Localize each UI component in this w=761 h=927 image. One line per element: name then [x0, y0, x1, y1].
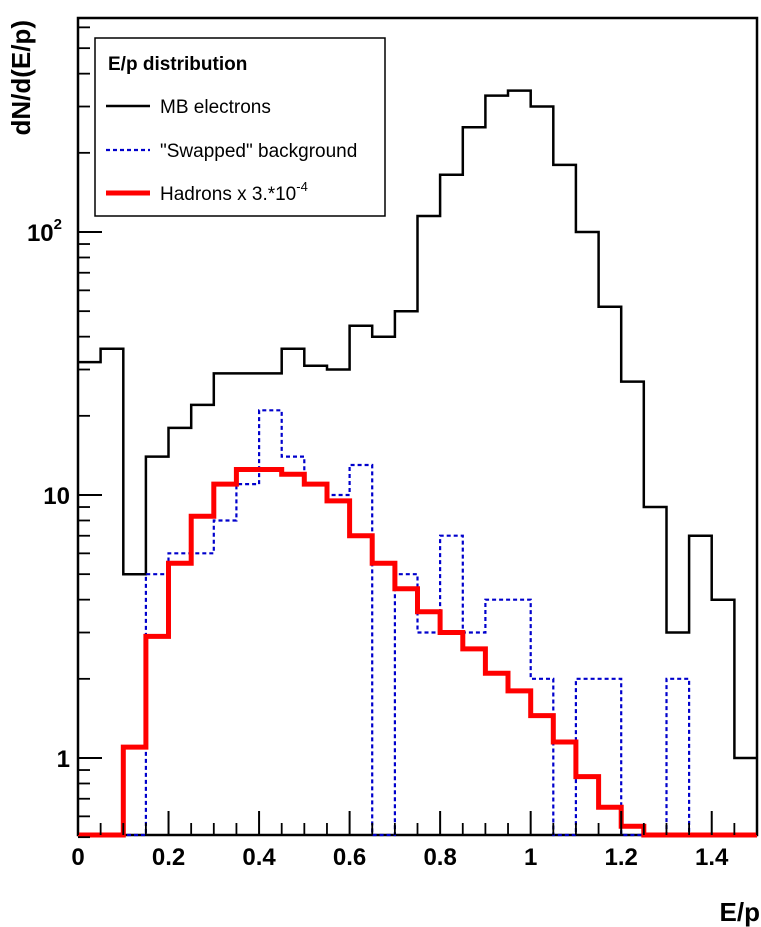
series-hadrons-x-3-10 [78, 467, 757, 838]
legend-entry-label: "Swapped" background [160, 141, 357, 162]
legend-label-exponent: -4 [296, 179, 308, 194]
legend-entry-label: MB electrons [160, 97, 271, 118]
x-tick-label: 0.6 [333, 844, 366, 871]
legend: E/p distribution MB electrons "Swapped" ba… [94, 37, 386, 217]
x-tick-label: 0 [71, 844, 84, 871]
legend-box [94, 37, 386, 217]
legend-title: E/p distribution [108, 54, 247, 75]
x-tick-label: 1 [524, 844, 537, 871]
x-axis-label: E/p [720, 897, 760, 927]
series-layer [78, 89, 757, 838]
series-mb-electrons [78, 89, 757, 760]
x-tick-label: 0.8 [423, 844, 456, 871]
axes-layer: 0 0.2 0.4 0.6 0.8 1 1.2 1.4 1 10 102 [27, 26, 758, 871]
x-tick-label: 1.4 [695, 844, 729, 871]
x-tick-label: 1.2 [605, 844, 638, 871]
series-swapped-background [78, 409, 757, 837]
x-tick-label: 0.2 [152, 844, 185, 871]
y-tick-label: 102 [27, 216, 62, 247]
y-tick-label: 1 [57, 746, 70, 773]
y-tick-label: 10 [43, 483, 70, 510]
y-tick-exponent: 2 [54, 216, 62, 233]
legend-entry-label: Hadrons x 3.*10-4 [160, 179, 308, 205]
y-axis-label: dN/d(E/p) [6, 20, 36, 136]
x-tick-label: 0.4 [242, 844, 276, 871]
